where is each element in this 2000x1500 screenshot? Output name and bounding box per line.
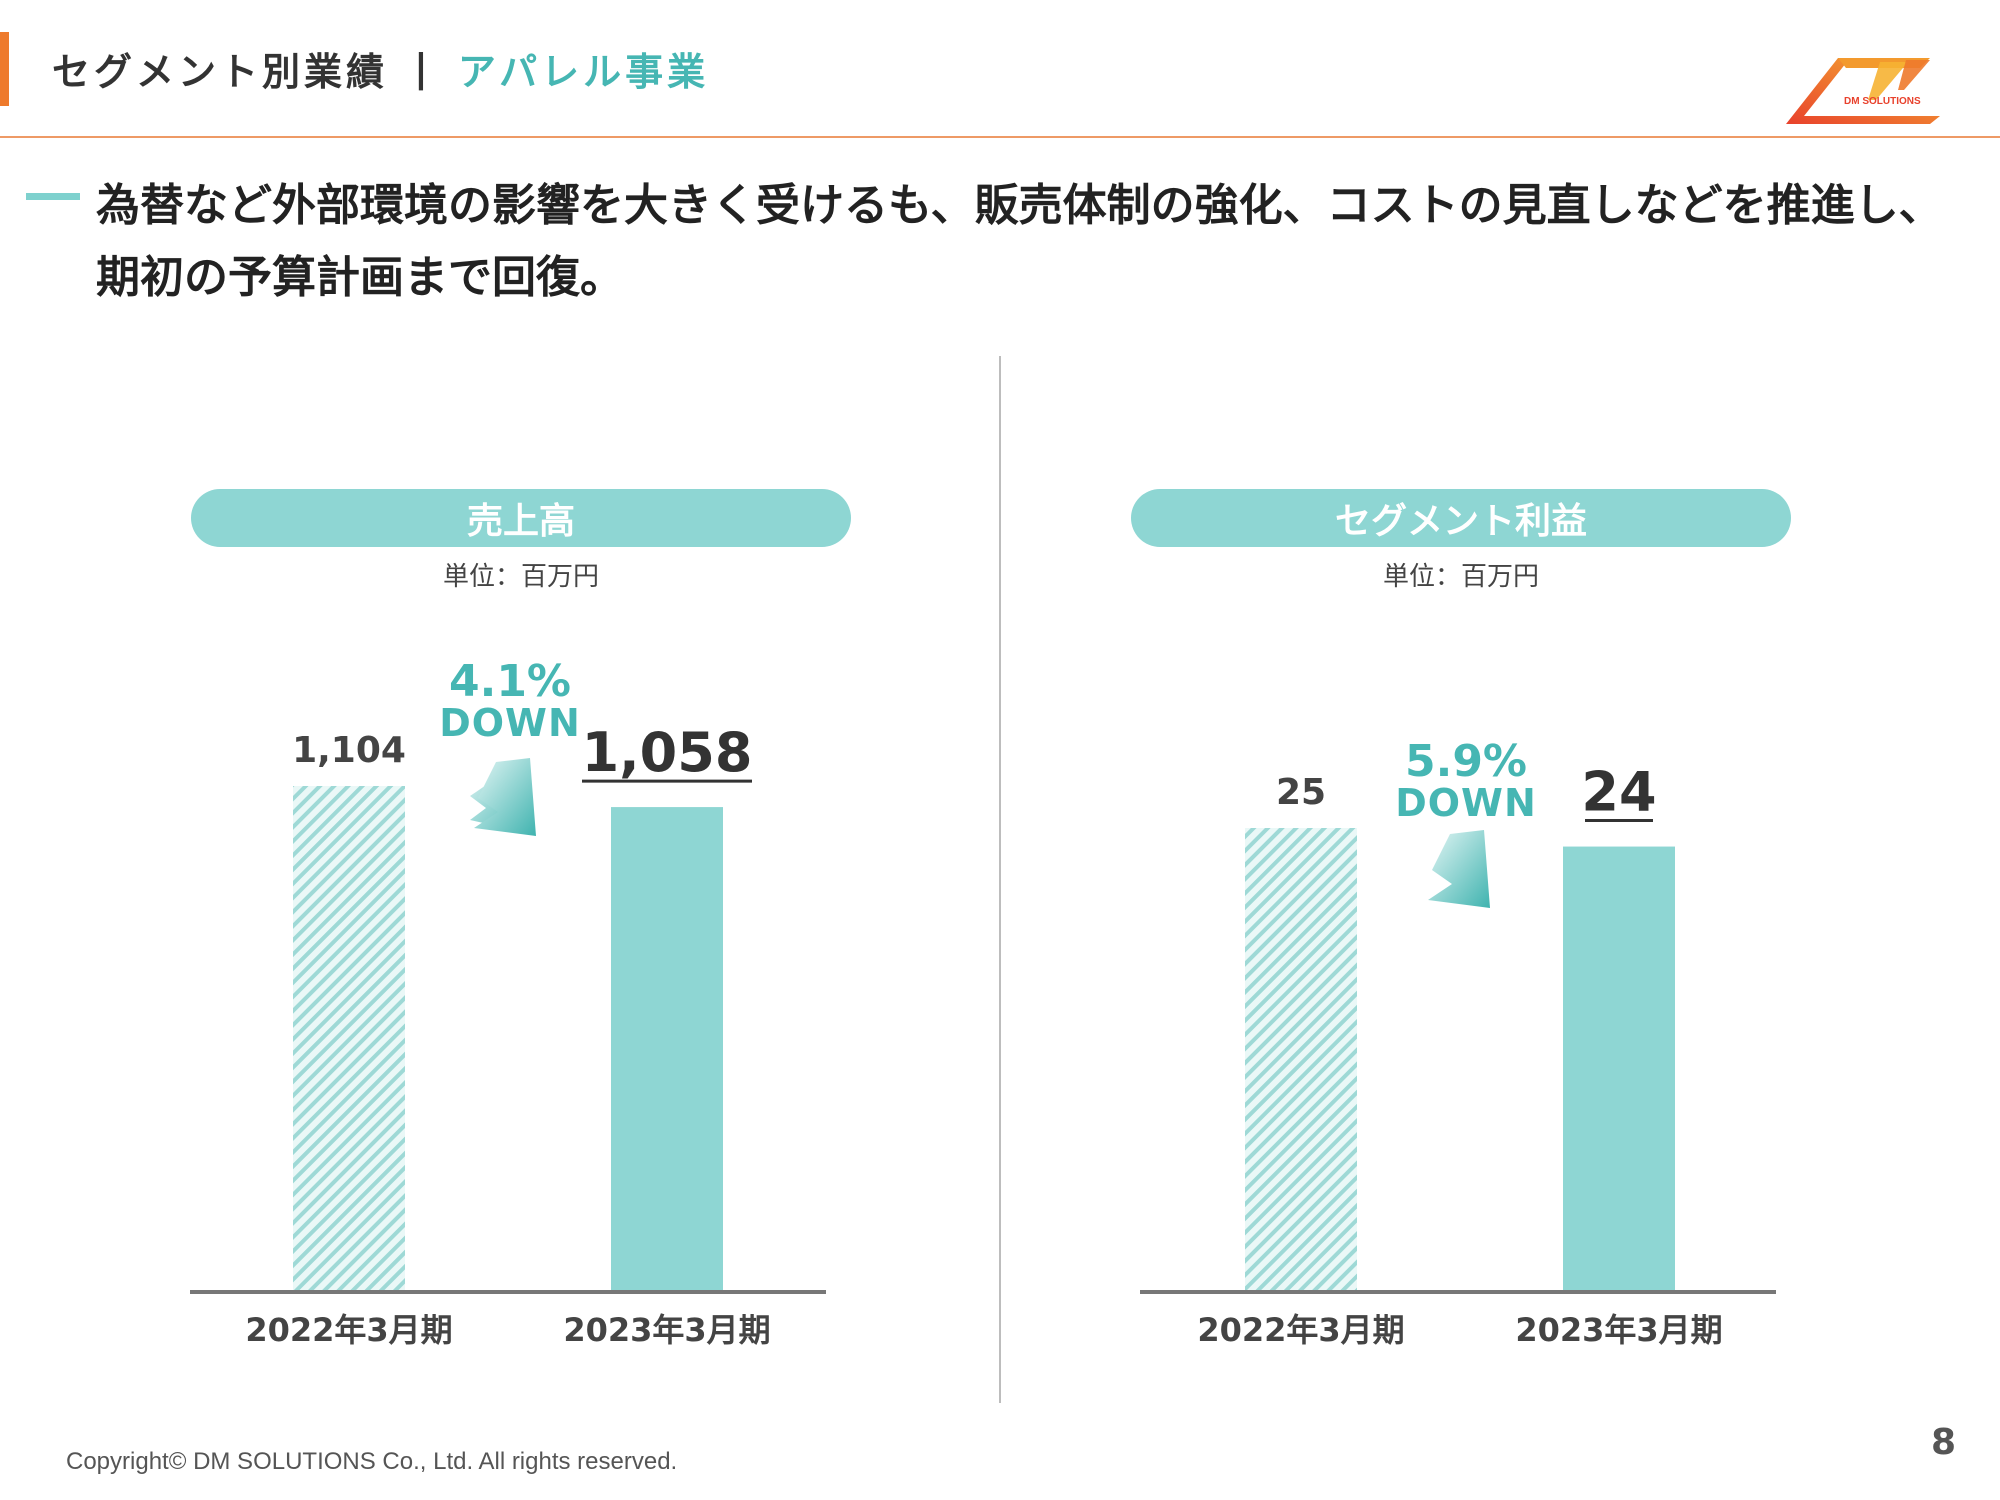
panel-divider bbox=[999, 356, 1001, 1403]
profit-change-word: DOWN bbox=[1395, 781, 1537, 825]
sales-chart-title: 売上高 bbox=[191, 489, 851, 547]
page-title: セグメント別業績 | アパレル事業 bbox=[52, 38, 709, 98]
profit-unit-label: 単位：百万円 bbox=[1382, 562, 1539, 592]
page-number: 8 bbox=[1930, 1422, 1956, 1463]
sales-value-label-1: 1,104 bbox=[292, 730, 406, 771]
profit-down-arrow-icon bbox=[1428, 830, 1490, 908]
header-accent-bar bbox=[0, 32, 9, 106]
copyright-text: Copyright© DM SOLUTIONS Co., Ltd. All ri… bbox=[66, 1448, 678, 1475]
profit-bar-2 bbox=[1563, 846, 1675, 1292]
lead-line-2: 期初の予算計画まで回復。 bbox=[96, 252, 624, 303]
title-separator: | bbox=[414, 46, 432, 90]
lead-dash bbox=[26, 193, 80, 200]
sales-bar-1 bbox=[293, 786, 405, 1292]
sales-down-arrow-icon bbox=[470, 758, 536, 836]
sales-category-label-2: 2023年3月期 bbox=[563, 1311, 770, 1349]
header-rule bbox=[0, 136, 2000, 138]
sales-value-label-2: 1,058 bbox=[582, 721, 753, 784]
sales-change-word: DOWN bbox=[439, 701, 581, 745]
title-sub: アパレル事業 bbox=[457, 49, 710, 94]
sales-bar-2 bbox=[611, 807, 723, 1292]
sales-change-percent: 4.1% bbox=[448, 656, 572, 707]
profit-category-label-2: 2023年3月期 bbox=[1515, 1311, 1722, 1349]
profit-value-label-1: 25 bbox=[1276, 772, 1326, 813]
profit-value-label-2: 24 bbox=[1581, 761, 1656, 824]
title-main: セグメント別業績 bbox=[52, 49, 389, 94]
dm-solutions-logo-icon: DM SOLUTIONS bbox=[1786, 58, 1940, 124]
lead-line-1: 為替など外部環境の影響を大きく受けるも、販売体制の強化、コストの見直しなどを推進… bbox=[96, 180, 1943, 231]
lead-statement: 為替など外部環境の影響を大きく受けるも、販売体制の強化、コストの見直しなどを推進… bbox=[96, 170, 1976, 314]
profit-change-percent: 5.9% bbox=[1404, 736, 1528, 787]
profit-change-indicator: 5.9% DOWN bbox=[1376, 736, 1556, 825]
profit-chart-title: セグメント利益 bbox=[1131, 489, 1791, 547]
profit-category-label-1: 2022年3月期 bbox=[1197, 1311, 1404, 1349]
sales-change-indicator: 4.1% DOWN bbox=[420, 656, 600, 745]
logo-text: DM SOLUTIONS bbox=[1844, 96, 1921, 107]
sales-unit-label: 単位：百万円 bbox=[442, 562, 599, 592]
sales-category-label-1: 2022年3月期 bbox=[245, 1311, 452, 1349]
profit-bar-1 bbox=[1245, 828, 1357, 1292]
